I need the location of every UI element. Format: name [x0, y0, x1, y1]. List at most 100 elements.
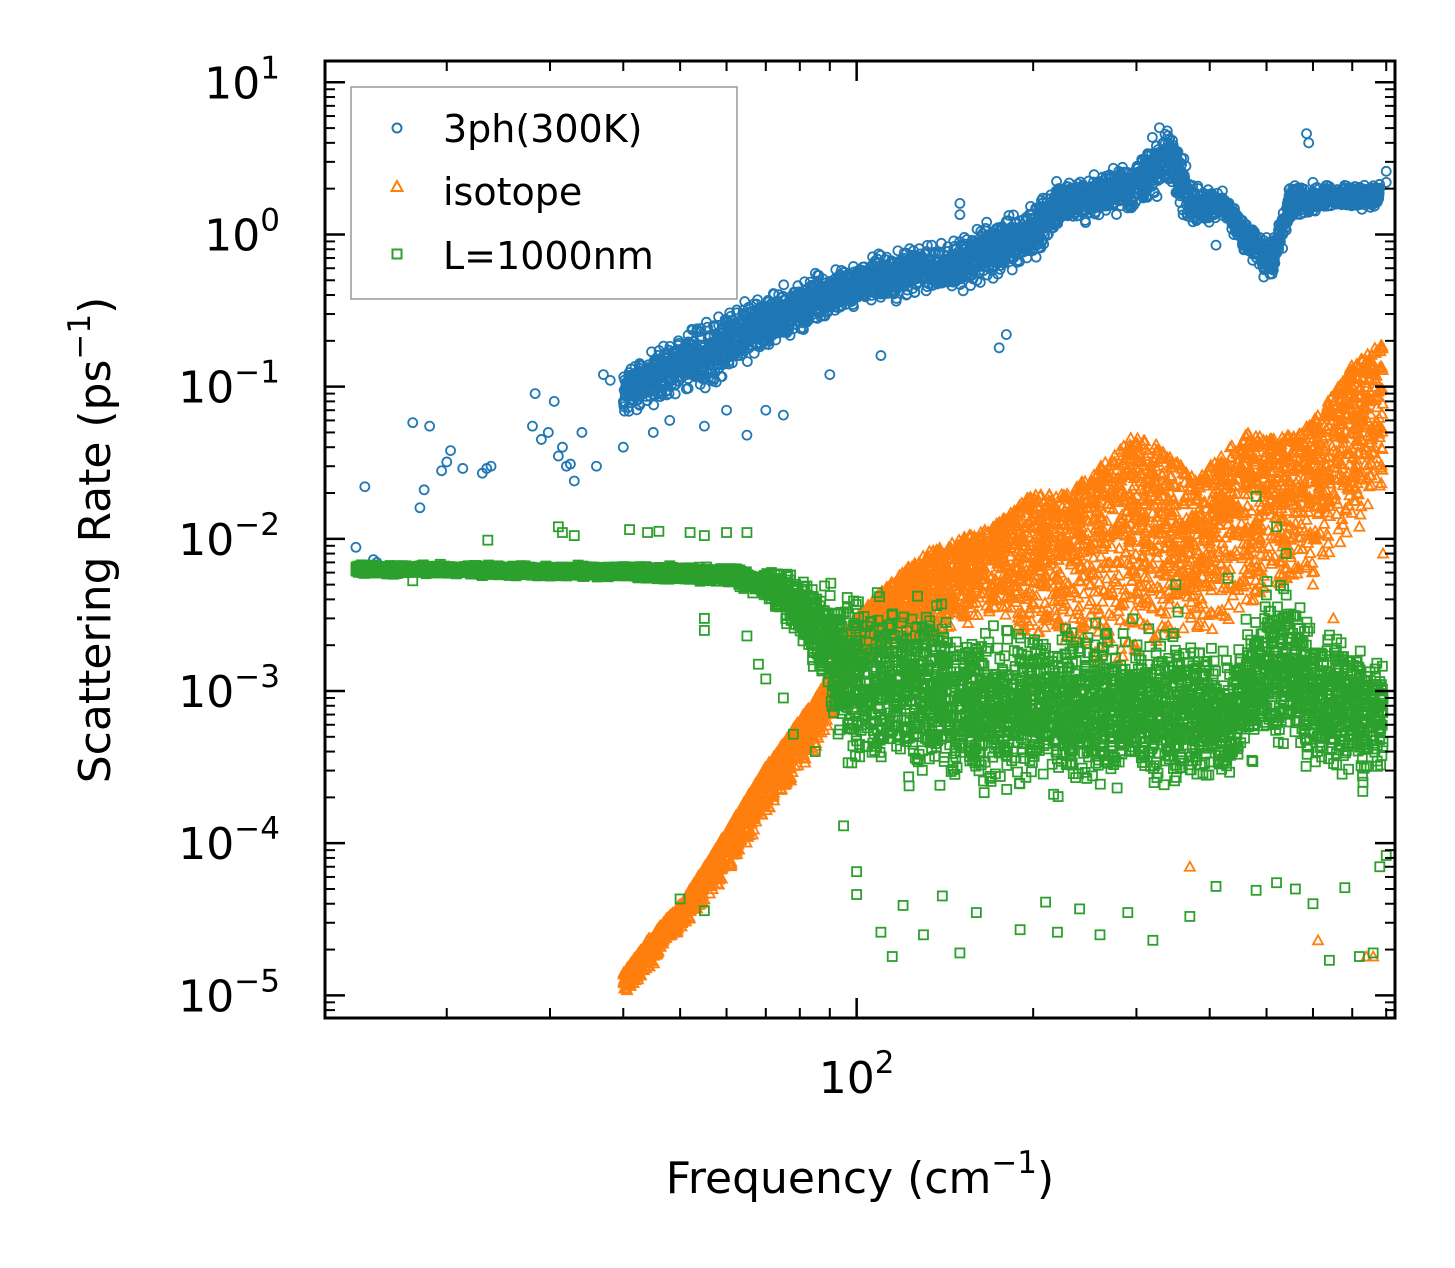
- point-3ph-300k-: [359, 481, 371, 493]
- point-3ph-300k-: [704, 340, 715, 352]
- point-3ph-300k-: [721, 404, 732, 416]
- point-3ph-300k-: [624, 373, 636, 385]
- point-3ph-300k-: [1006, 264, 1018, 276]
- point-3ph-300k-: [799, 276, 810, 288]
- point-3ph-300k-: [767, 288, 779, 299]
- point-3ph-300k-: [664, 415, 676, 426]
- point-3ph-300k-: [771, 304, 782, 316]
- point-3ph-300k-: [568, 475, 580, 487]
- point-3ph-300k-: [768, 307, 780, 318]
- point-3ph-300k-: [710, 338, 721, 350]
- point-3ph-300k-: [527, 420, 538, 432]
- point-3ph-300k-: [778, 279, 790, 291]
- point-3ph-300k-: [777, 409, 789, 421]
- point-3ph-300k-: [771, 318, 783, 330]
- point-3ph-300k-: [954, 209, 966, 221]
- point-3ph-300k-: [993, 342, 1005, 354]
- point-3ph-300k-: [691, 323, 703, 335]
- point-3ph-300k-: [752, 309, 764, 321]
- point-3ph-300k-: [682, 382, 694, 394]
- point-3ph-300k-: [802, 288, 814, 300]
- point-3ph-300k-: [591, 460, 602, 472]
- point-3ph-300k-: [647, 427, 659, 438]
- point-3ph-300k-: [680, 339, 691, 351]
- point-3ph-300k-: [617, 441, 629, 453]
- point-3ph-300k-: [652, 355, 663, 367]
- point-3ph-300k-: [825, 277, 837, 289]
- point-3ph-300k-: [696, 358, 708, 369]
- point-3ph-300k-: [890, 295, 902, 307]
- point-3ph-300k-: [875, 350, 887, 361]
- point-3ph-300k-: [803, 294, 815, 306]
- point-3ph-300k-: [622, 402, 634, 414]
- point-3ph-300k-: [1210, 239, 1222, 251]
- point-3ph-300k-: [699, 372, 710, 384]
- point-3ph-300k-: [722, 314, 733, 326]
- point-3ph-300k-: [713, 311, 724, 323]
- point-3ph-300k-: [625, 363, 637, 375]
- point-3ph-300k-: [738, 335, 750, 347]
- point-3ph-300k-: [737, 304, 749, 316]
- point-3ph-300k-: [741, 429, 753, 441]
- point-3ph-300k-: [731, 307, 743, 319]
- point-3ph-300k-: [825, 289, 836, 301]
- point-3ph-300k-: [801, 316, 813, 328]
- point-3ph-300k-: [552, 450, 564, 462]
- point-3ph-300k-: [858, 265, 870, 276]
- point-3ph-300k-: [981, 216, 993, 228]
- point-3ph-300k-: [407, 417, 419, 429]
- point-3ph-300k-: [831, 274, 843, 286]
- point-3ph-300k-: [954, 198, 966, 209]
- point-3ph-300k-: [680, 362, 692, 374]
- point-3ph-300k-: [654, 353, 665, 365]
- point-3ph-300k-: [804, 276, 816, 288]
- point-3ph-300k-: [643, 359, 654, 371]
- point-3ph-300k-: [873, 248, 885, 260]
- point-3ph-300k-: [852, 291, 863, 303]
- point-3ph-300k-: [762, 331, 774, 343]
- point-3ph-300k-: [445, 445, 456, 456]
- point-3ph-300k-: [627, 382, 639, 394]
- point-3ph-300k-: [813, 300, 825, 311]
- point-3ph-300k-: [632, 394, 644, 406]
- point-3ph-300k-: [645, 374, 657, 386]
- point-3ph-300k-: [737, 348, 749, 360]
- point-3ph-300k-: [576, 427, 588, 438]
- point-3ph-300k-: [424, 420, 436, 432]
- point-3ph-300k-: [656, 386, 668, 397]
- point-3ph-300k-: [542, 427, 554, 438]
- point-3ph-300k-: [557, 441, 568, 453]
- point-3ph-300k-: [709, 320, 721, 332]
- point-3ph-300k-: [721, 351, 733, 362]
- data-points-layer: [350, 122, 1392, 996]
- point-3ph-300k-: [698, 420, 710, 432]
- point-3ph-300k-: [859, 277, 871, 289]
- point-3ph-300k-: [746, 339, 758, 351]
- point-3ph-300k-: [724, 334, 736, 346]
- point-3ph-300k-: [436, 465, 448, 477]
- point-3ph-300k-: [655, 368, 667, 380]
- point-3ph-300k-: [713, 363, 724, 375]
- point-3ph-300k-: [638, 383, 650, 394]
- point-3ph-300k-: [832, 291, 844, 303]
- point-3ph-300k-: [663, 388, 675, 400]
- point-3ph-300k-: [741, 356, 753, 368]
- point-3ph-300k-: [678, 356, 690, 368]
- point-3ph-300k-: [1000, 329, 1012, 340]
- point-3ph-300k-: [698, 355, 710, 367]
- point-3ph-300k-: [627, 386, 639, 398]
- point-3ph-300k-: [763, 315, 774, 327]
- point-3ph-300k-: [721, 346, 733, 358]
- point-3ph-300k-: [529, 388, 541, 400]
- point-3ph-300k-: [875, 291, 887, 303]
- point-3ph-300k-: [744, 319, 756, 331]
- point-3ph-300k-: [618, 371, 630, 383]
- point-3ph-300k-: [1111, 209, 1122, 220]
- point-3ph-300k-: [830, 264, 842, 276]
- point-3ph-300k-: [819, 310, 831, 322]
- point-3ph-300k-: [1146, 131, 1158, 143]
- point-3ph-300k-: [604, 374, 616, 386]
- point-3ph-300k-: [704, 330, 716, 341]
- point-3ph-300k-: [743, 336, 755, 348]
